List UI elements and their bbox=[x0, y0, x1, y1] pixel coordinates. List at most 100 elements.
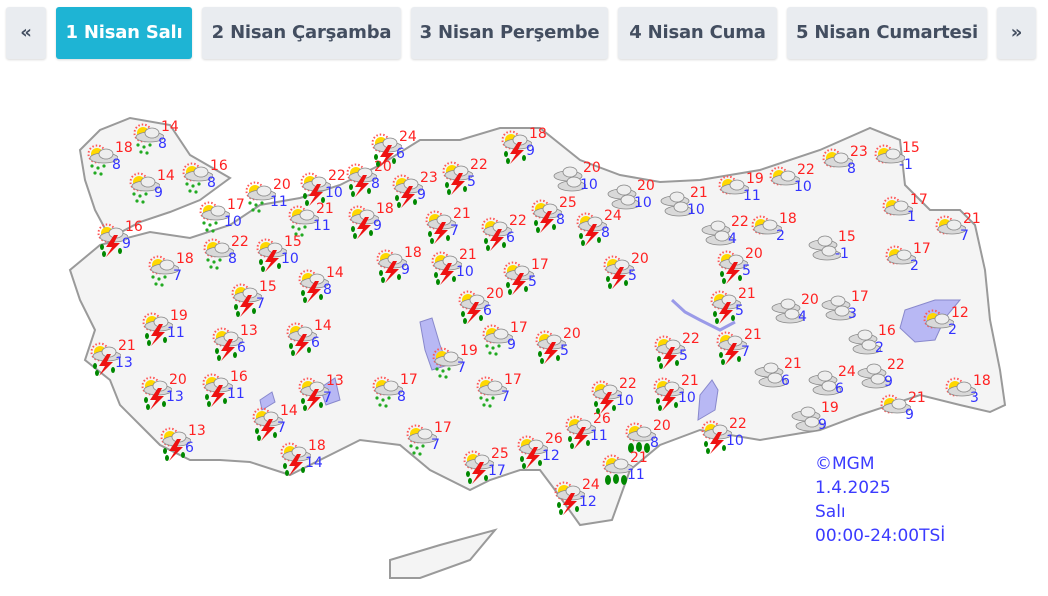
forecast-marker[interactable]: 18 3 bbox=[942, 373, 1012, 417]
forecast-marker[interactable]: 13 7 bbox=[295, 373, 365, 417]
forecast-marker[interactable]: 22 5 bbox=[651, 331, 721, 375]
forecast-marker[interactable]: 14 7 bbox=[249, 403, 319, 447]
forecast-marker[interactable]: 22 8 bbox=[200, 234, 270, 278]
forecast-marker[interactable]: 24 12 bbox=[551, 477, 621, 521]
forecast-marker[interactable]: 20 11 bbox=[242, 177, 312, 221]
forecast-marker[interactable]: 18 2 bbox=[748, 211, 818, 255]
forecast-marker[interactable]: 15 -1 bbox=[807, 229, 877, 273]
rain-drops-icon bbox=[379, 270, 401, 283]
forecast-marker[interactable]: 22 10 bbox=[297, 168, 367, 212]
forecast-marker[interactable]: 24 6 bbox=[368, 129, 438, 173]
forecast-marker[interactable]: 20 10 bbox=[552, 160, 622, 204]
forecast-marker[interactable]: 17 9 bbox=[479, 320, 549, 364]
forecast-marker[interactable]: 20 5 bbox=[532, 326, 602, 370]
forecast-marker[interactable]: 16 8 bbox=[179, 158, 249, 202]
forecast-marker[interactable]: 16 9 bbox=[94, 219, 164, 263]
tab-1-nisan[interactable]: 1 Nisan Salı bbox=[56, 7, 192, 59]
date-label: 1.4.2025 bbox=[815, 478, 891, 498]
forecast-marker[interactable]: 17 7 bbox=[473, 372, 543, 416]
forecast-marker[interactable]: 14 6 bbox=[283, 318, 353, 362]
forecast-marker[interactable]: 21 7 bbox=[932, 211, 1002, 255]
min-temperature: 9 bbox=[401, 262, 410, 278]
forecast-marker[interactable]: 15 -1 bbox=[871, 140, 941, 184]
forecast-marker[interactable]: 23 9 bbox=[389, 170, 459, 214]
forecast-marker[interactable]: 13 6 bbox=[157, 423, 227, 467]
forecast-marker[interactable]: 15 7 bbox=[228, 279, 298, 323]
forecast-marker[interactable]: 21 11 bbox=[285, 201, 355, 245]
forecast-marker[interactable]: 21 11 bbox=[599, 450, 669, 494]
forecast-marker[interactable]: 20 8 bbox=[622, 418, 692, 462]
forecast-marker[interactable]: 22 9 bbox=[856, 357, 926, 401]
forecast-marker[interactable]: 20 5 bbox=[600, 251, 670, 295]
forecast-marker[interactable]: 21 7 bbox=[713, 327, 783, 371]
forecast-marker[interactable]: 18 8 bbox=[84, 140, 154, 184]
forecast-marker[interactable]: 24 8 bbox=[573, 208, 643, 252]
forecast-marker[interactable]: 18 9 bbox=[345, 201, 415, 245]
forecast-marker[interactable]: 15 10 bbox=[253, 234, 323, 278]
cloud-icon bbox=[135, 127, 164, 143]
forecast-marker[interactable]: 16 2 bbox=[847, 323, 917, 367]
forecast-marker[interactable]: 20 13 bbox=[138, 372, 208, 416]
forecast-marker[interactable]: 20 8 bbox=[343, 159, 413, 203]
forecast-marker[interactable]: 22 6 bbox=[478, 213, 548, 257]
next-day-button[interactable]: » bbox=[997, 7, 1036, 59]
tab-5-nisan[interactable]: 5 Nisan Cumartesi bbox=[787, 7, 987, 59]
forecast-marker[interactable]: 16 11 bbox=[199, 369, 269, 413]
forecast-marker[interactable]: 17 7 bbox=[403, 420, 473, 464]
forecast-marker[interactable]: 20 10 bbox=[606, 178, 676, 222]
forecast-marker[interactable]: 14 9 bbox=[126, 168, 196, 212]
forecast-marker[interactable]: 17 5 bbox=[500, 257, 570, 301]
tab-2-nisan[interactable]: 2 Nisan Çarşamba bbox=[202, 7, 401, 59]
min-temperature: 7 bbox=[323, 390, 332, 406]
forecast-marker[interactable]: 20 4 bbox=[770, 292, 840, 336]
forecast-marker[interactable]: 22 10 bbox=[766, 162, 836, 206]
forecast-marker[interactable]: 24 6 bbox=[807, 364, 877, 408]
forecast-marker[interactable]: 25 8 bbox=[528, 195, 598, 239]
forecast-marker[interactable]: 21 7 bbox=[422, 206, 492, 250]
forecast-marker[interactable]: 17 1 bbox=[879, 192, 949, 236]
forecast-marker[interactable]: 13 6 bbox=[209, 323, 279, 367]
forecast-marker[interactable]: 21 10 bbox=[659, 185, 729, 229]
forecast-marker[interactable]: 14 8 bbox=[130, 119, 200, 163]
min-temperature: 9 bbox=[417, 187, 426, 203]
forecast-marker[interactable]: 17 3 bbox=[820, 289, 890, 333]
max-temperature: 21 bbox=[744, 327, 762, 343]
forecast-marker[interactable]: 18 7 bbox=[145, 251, 215, 295]
lightning-icon bbox=[440, 263, 454, 285]
forecast-marker[interactable]: 21 5 bbox=[707, 286, 777, 330]
forecast-marker[interactable]: 20 6 bbox=[455, 286, 525, 330]
forecast-marker[interactable]: 21 9 bbox=[877, 390, 947, 434]
tab-4-nisan[interactable]: 4 Nisan Cuma bbox=[618, 7, 777, 59]
forecast-marker[interactable]: 22 10 bbox=[698, 416, 768, 460]
forecast-marker[interactable]: 14 8 bbox=[295, 265, 365, 309]
forecast-marker[interactable]: 17 10 bbox=[196, 197, 266, 241]
forecast-marker[interactable]: 25 17 bbox=[460, 446, 530, 490]
forecast-marker[interactable]: 18 9 bbox=[498, 126, 568, 170]
forecast-marker[interactable]: 19 7 bbox=[429, 343, 499, 387]
forecast-marker[interactable]: 23 8 bbox=[819, 144, 889, 188]
forecast-marker[interactable]: 18 9 bbox=[373, 245, 443, 289]
forecast-marker[interactable]: 17 2 bbox=[882, 241, 952, 285]
forecast-marker[interactable]: 21 10 bbox=[650, 373, 720, 417]
min-temperature: 6 bbox=[835, 381, 844, 397]
forecast-marker[interactable]: 26 11 bbox=[562, 411, 632, 455]
forecast-marker[interactable]: 18 14 bbox=[277, 438, 347, 482]
forecast-marker[interactable]: 21 10 bbox=[428, 247, 498, 291]
forecast-marker[interactable]: 26 12 bbox=[514, 431, 584, 475]
max-temperature: 17 bbox=[910, 192, 928, 208]
forecast-marker[interactable]: 17 8 bbox=[369, 372, 439, 416]
cloud-icon bbox=[812, 380, 841, 396]
forecast-marker[interactable]: 21 6 bbox=[753, 356, 823, 400]
forecast-marker[interactable]: 19 11 bbox=[715, 171, 785, 215]
tab-3-nisan[interactable]: 3 Nisan Perşembe bbox=[411, 7, 608, 59]
forecast-marker[interactable]: 20 5 bbox=[714, 246, 784, 290]
previous-day-button[interactable]: « bbox=[6, 7, 46, 59]
min-temperature: 6 bbox=[483, 303, 492, 319]
forecast-marker[interactable]: 22 4 bbox=[700, 214, 770, 258]
forecast-marker[interactable]: 12 2 bbox=[920, 305, 990, 349]
forecast-marker[interactable]: 19 11 bbox=[139, 308, 209, 352]
forecast-marker[interactable]: 22 10 bbox=[588, 376, 658, 420]
forecast-marker[interactable]: 22 5 bbox=[439, 157, 509, 201]
forecast-marker[interactable]: 21 13 bbox=[87, 338, 157, 382]
forecast-marker[interactable]: 19 9 bbox=[790, 400, 860, 444]
